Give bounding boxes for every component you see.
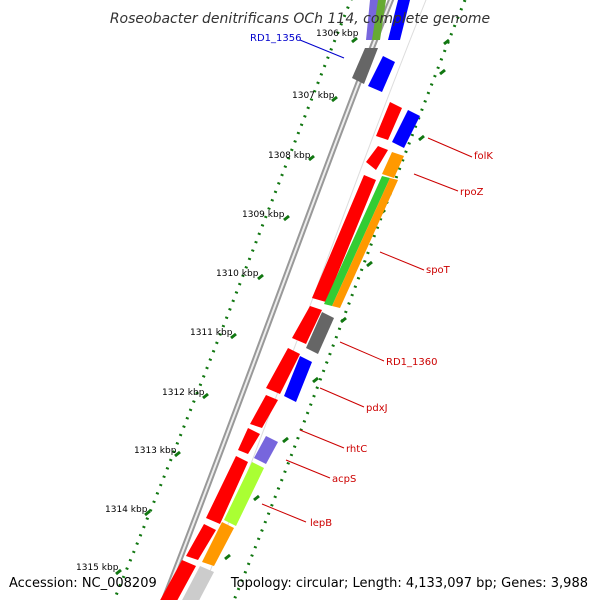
gene-feature [306, 312, 334, 354]
tick-label: 1312 kbp [162, 388, 205, 398]
gene-label: acpS [332, 474, 356, 485]
tick-label: 1307 kbp [292, 91, 335, 101]
gene-feature [312, 175, 376, 302]
gene-label: pdxJ [366, 403, 388, 414]
gene-label: lepB [310, 518, 332, 529]
gene-feature [224, 462, 264, 526]
gene-label: rpoZ [460, 187, 484, 198]
topology-text: Topology: circular; Length: 4,133,097 bp… [230, 576, 588, 591]
accession-text: Accession: NC_008209 [9, 576, 157, 591]
tick-label: 1314 kbp [105, 505, 148, 515]
gene-label: RD1_1356 [250, 33, 301, 44]
gene-feature [254, 436, 278, 464]
map-title: Roseobacter denitrificans OCh 114, compl… [110, 11, 490, 27]
gene-feature [238, 428, 260, 454]
scale-dotted-right [232, 0, 467, 600]
tick-label: 1310 kbp [216, 269, 259, 279]
gene-feature [266, 348, 300, 394]
gene-feature [202, 522, 234, 566]
gene-label: folK [474, 151, 493, 162]
gene-feature [376, 102, 402, 140]
gene-feature [368, 56, 395, 92]
tick-label: 1309 kbp [242, 210, 285, 220]
gene-feature [382, 152, 404, 178]
gene-feature [284, 356, 312, 402]
gene-label: rhtC [346, 444, 367, 455]
gene-track-outer [182, 0, 420, 600]
gene-feature [206, 456, 248, 524]
gene-feature [324, 176, 390, 306]
gene-label: RD1_1360 [386, 357, 437, 368]
gene-feature [250, 395, 278, 428]
major-ticks-left [115, 36, 358, 576]
gene-track-inner [160, 0, 402, 600]
gene-feature [182, 566, 214, 600]
gene-feature [366, 146, 388, 170]
tick-label: 1308 kbp [268, 151, 311, 161]
gene-feature [292, 306, 322, 344]
gene-feature [388, 0, 410, 40]
gene-feature [332, 178, 398, 308]
tick-label: 1313 kbp [134, 446, 177, 456]
gene-feature [392, 110, 420, 148]
gene-feature [372, 0, 386, 40]
gene-label: spoT [426, 265, 451, 276]
tick-label: 1311 kbp [190, 328, 233, 338]
gene-feature [352, 48, 378, 84]
gene-feature [160, 560, 196, 600]
gene-feature [186, 524, 216, 560]
tick-label: 1306 kbp [316, 29, 359, 39]
major-ticks-right [224, 38, 450, 561]
tick-label: 1315 kbp [76, 563, 119, 573]
label-leaders [261, 39, 473, 523]
